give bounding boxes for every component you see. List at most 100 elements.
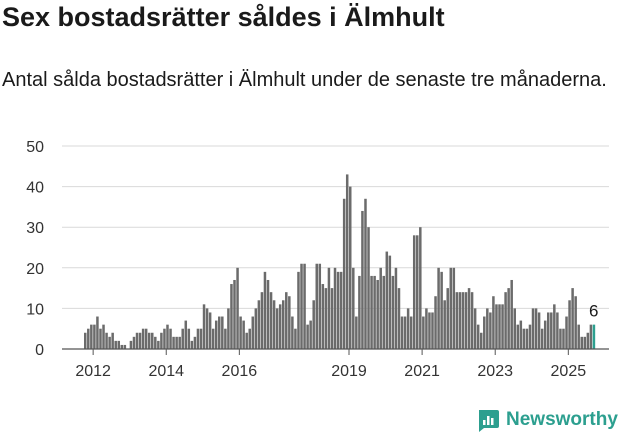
x-tick-label: 2023 [477, 363, 513, 380]
bar [154, 336, 157, 349]
bar [516, 324, 520, 349]
bar [476, 324, 480, 349]
bar [540, 328, 544, 349]
bar [257, 300, 261, 349]
bar [227, 308, 230, 349]
bar [120, 344, 124, 349]
bar [546, 312, 550, 349]
bar [269, 292, 273, 349]
bar [141, 328, 145, 349]
bar [190, 340, 194, 349]
bar [324, 288, 328, 349]
bar [117, 340, 121, 349]
bar [473, 308, 477, 349]
bar [187, 328, 191, 349]
bar [144, 328, 148, 349]
bar [294, 328, 297, 349]
bar [589, 324, 593, 349]
bar [358, 275, 361, 349]
bar [562, 328, 565, 349]
bar [394, 267, 398, 349]
bar [422, 316, 425, 349]
y-tick-label: 30 [26, 220, 44, 237]
bar [272, 300, 276, 349]
bar [559, 328, 562, 349]
bar [553, 304, 556, 349]
bar [370, 275, 373, 349]
bar [163, 328, 166, 349]
bar [543, 320, 547, 349]
bar [181, 328, 184, 349]
bar [132, 336, 136, 349]
bar [312, 300, 315, 349]
bar [352, 267, 355, 349]
bar [464, 292, 468, 349]
bar [291, 316, 294, 349]
bar [580, 336, 583, 349]
bar [111, 332, 114, 349]
bar [184, 320, 188, 349]
newsworthy-wordmark: Newsworthy [506, 409, 618, 430]
bar [278, 304, 282, 349]
bar [452, 267, 456, 349]
bar [501, 304, 504, 349]
bar [266, 279, 270, 349]
bar [379, 267, 382, 349]
x-tick-label: 2014 [148, 363, 184, 380]
bar [224, 328, 227, 349]
bar [577, 324, 580, 349]
bar [214, 320, 218, 349]
bar [376, 279, 379, 349]
bar [406, 308, 410, 349]
bar [492, 296, 495, 349]
bar [565, 316, 568, 349]
bar [412, 235, 416, 349]
y-tick-label: 0 [35, 342, 44, 359]
bar [263, 271, 267, 349]
bar [419, 227, 422, 349]
bar [583, 336, 587, 349]
x-tick-label: 2019 [331, 363, 367, 380]
bar [434, 296, 437, 349]
bar [486, 308, 489, 349]
newsworthy-brand[interactable]: Newsworthy [476, 408, 618, 432]
bar [364, 198, 367, 349]
y-tick-label: 10 [26, 301, 44, 318]
bar [470, 292, 474, 349]
bar [202, 304, 206, 349]
bar [138, 332, 142, 349]
bar [550, 312, 553, 349]
bar [431, 312, 434, 349]
bar [218, 316, 221, 349]
bar [519, 320, 523, 349]
bar [281, 300, 285, 349]
bar [245, 332, 248, 349]
bar [568, 300, 571, 349]
bar [425, 308, 428, 349]
chart-subtitle: Antal sålda bostadsrätter i Älmhult unde… [2, 69, 607, 91]
bar [84, 332, 87, 349]
bar [233, 279, 236, 349]
latest-value-label: 6 [589, 302, 598, 321]
bar [129, 340, 133, 349]
bar [108, 336, 111, 349]
bar [455, 292, 459, 349]
bar [199, 328, 203, 349]
bar [361, 210, 364, 349]
bar [239, 316, 242, 349]
bar [90, 324, 93, 349]
bar [96, 316, 99, 349]
bar [458, 292, 462, 349]
bar [397, 288, 401, 349]
bar [102, 324, 105, 349]
bar [495, 304, 498, 349]
chart-title: Sex bostadsrätter såldes i Älmhult [2, 2, 445, 32]
bar [193, 336, 197, 349]
bar [160, 332, 163, 349]
bar [437, 267, 440, 349]
bar [345, 174, 349, 349]
bar [205, 308, 209, 349]
bar [403, 316, 407, 349]
bar [333, 267, 337, 349]
bar [504, 292, 507, 349]
